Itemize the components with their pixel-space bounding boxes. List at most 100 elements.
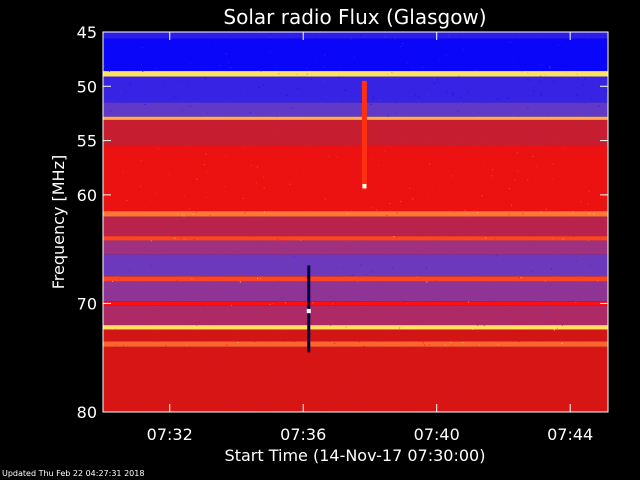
noise-speck bbox=[588, 191, 590, 193]
noise-speck bbox=[252, 96, 254, 98]
y-tick-label: 45 bbox=[77, 23, 97, 42]
noise-speck bbox=[536, 328, 538, 330]
noise-speck bbox=[402, 43, 404, 45]
noise-speck bbox=[126, 139, 128, 141]
noise-speck bbox=[494, 326, 496, 328]
noise-speck bbox=[163, 246, 165, 248]
noise-speck bbox=[411, 328, 413, 330]
noise-speck bbox=[597, 153, 599, 155]
noise-speck bbox=[541, 133, 543, 135]
noise-speck bbox=[300, 191, 302, 193]
noise-speck bbox=[466, 205, 468, 207]
noise-speck bbox=[429, 56, 431, 58]
noise-speck bbox=[137, 307, 139, 309]
noise-speck bbox=[478, 136, 480, 138]
noise-speck bbox=[143, 190, 145, 192]
noise-speck bbox=[128, 323, 130, 325]
noise-speck bbox=[190, 263, 192, 265]
noise-speck bbox=[213, 219, 215, 221]
band-19 bbox=[103, 341, 608, 347]
noise-speck bbox=[418, 267, 420, 269]
noise-speck bbox=[182, 195, 184, 197]
noise-speck bbox=[189, 105, 191, 107]
noise-speck bbox=[456, 192, 458, 194]
noise-speck bbox=[461, 291, 463, 293]
noise-speck bbox=[160, 161, 162, 163]
noise-speck bbox=[453, 283, 455, 285]
noise-speck bbox=[393, 236, 395, 238]
noise-speck bbox=[162, 58, 164, 60]
noise-speck bbox=[564, 152, 566, 154]
band-14 bbox=[103, 281, 608, 302]
noise-speck bbox=[227, 188, 229, 190]
noise-speck bbox=[491, 107, 493, 109]
noise-speck bbox=[410, 200, 412, 202]
noise-speck bbox=[157, 183, 159, 185]
noise-speck bbox=[185, 258, 187, 260]
noise-speck bbox=[231, 74, 233, 76]
noise-speck bbox=[203, 59, 205, 61]
noise-speck bbox=[588, 213, 590, 215]
noise-speck bbox=[122, 172, 124, 174]
noise-speck bbox=[577, 326, 579, 328]
noise-speck bbox=[269, 157, 271, 159]
noise-speck bbox=[229, 410, 231, 412]
noise-speck bbox=[123, 200, 125, 202]
noise-speck bbox=[447, 337, 449, 339]
noise-speck bbox=[263, 84, 265, 86]
noise-speck bbox=[249, 348, 251, 350]
noise-speck bbox=[154, 403, 156, 405]
noise-speck bbox=[425, 267, 427, 269]
noise-speck bbox=[545, 320, 547, 322]
noise-speck bbox=[297, 322, 299, 324]
noise-speck bbox=[132, 371, 134, 373]
noise-speck bbox=[525, 397, 527, 399]
noise-speck bbox=[382, 348, 384, 350]
noise-speck bbox=[230, 292, 232, 294]
noise-speck bbox=[329, 295, 331, 297]
noise-speck bbox=[328, 316, 330, 318]
noise-speck bbox=[327, 145, 329, 147]
noise-speck bbox=[251, 270, 253, 272]
noise-speck bbox=[248, 263, 250, 265]
noise-speck bbox=[402, 183, 404, 185]
noise-speck bbox=[548, 135, 550, 137]
noise-speck bbox=[460, 36, 462, 38]
noise-speck bbox=[606, 220, 608, 222]
noise-speck bbox=[443, 371, 445, 373]
noise-speck bbox=[584, 142, 586, 144]
noise-speck bbox=[339, 64, 341, 66]
noise-speck bbox=[403, 127, 405, 129]
noise-speck bbox=[358, 341, 360, 343]
noise-speck bbox=[175, 306, 177, 308]
noise-speck bbox=[447, 384, 449, 386]
noise-speck bbox=[432, 404, 434, 406]
noise-speck bbox=[399, 351, 401, 353]
noise-speck bbox=[301, 269, 303, 271]
noise-speck bbox=[584, 78, 586, 80]
noise-speck bbox=[402, 140, 404, 142]
noise-speck bbox=[298, 190, 300, 192]
noise-speck bbox=[581, 61, 583, 63]
noise-speck bbox=[277, 238, 279, 240]
noise-speck bbox=[562, 32, 564, 34]
noise-speck bbox=[597, 378, 599, 380]
noise-speck bbox=[438, 231, 440, 233]
noise-speck bbox=[412, 198, 414, 200]
noise-speck bbox=[158, 68, 160, 70]
noise-speck bbox=[241, 255, 243, 257]
noise-speck bbox=[242, 90, 244, 92]
noise-speck bbox=[359, 350, 361, 352]
noise-speck bbox=[478, 111, 480, 113]
noise-speck bbox=[447, 231, 449, 233]
noise-speck bbox=[532, 155, 534, 157]
noise-speck bbox=[469, 107, 471, 109]
noise-speck bbox=[474, 219, 476, 221]
noise-speck bbox=[372, 96, 374, 98]
noise-speck bbox=[335, 267, 337, 269]
noise-speck bbox=[258, 241, 260, 243]
noise-speck bbox=[165, 130, 167, 132]
noise-speck bbox=[474, 361, 476, 363]
noise-speck bbox=[598, 386, 600, 388]
noise-speck bbox=[557, 44, 559, 46]
